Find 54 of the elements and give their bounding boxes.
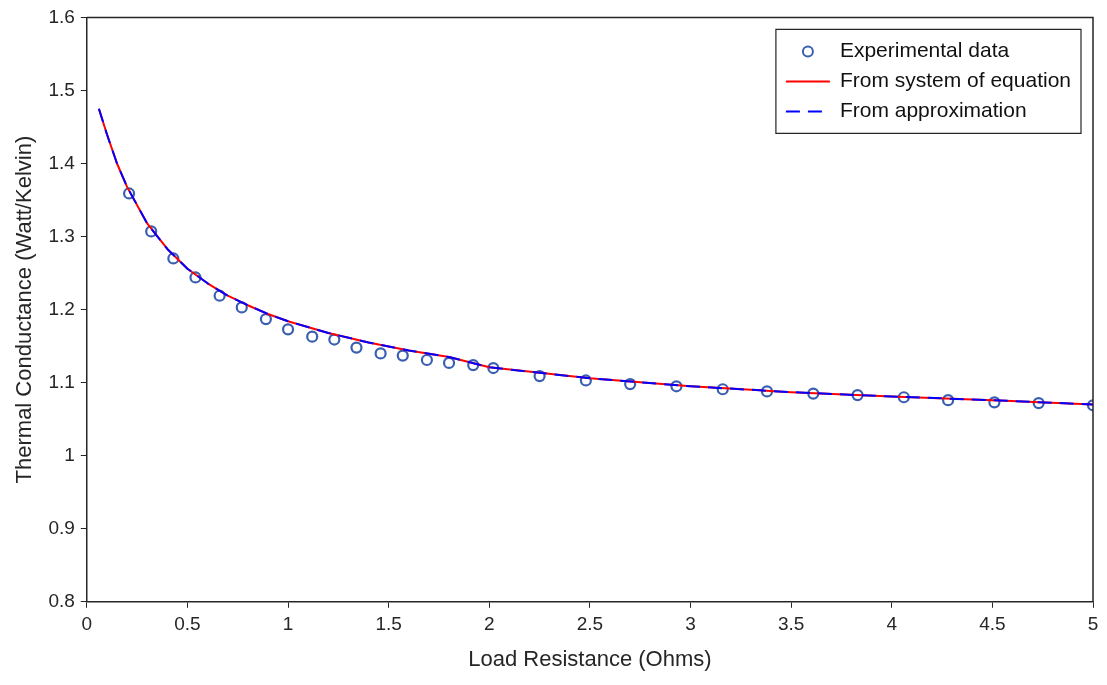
point (897, 391, 910, 404)
point (235, 301, 248, 314)
point (533, 369, 546, 383)
legend-label: From system of equation (839, 68, 1071, 92)
x-tick-label: 0.5 (174, 613, 201, 635)
x-tick-label: 1.5 (375, 613, 402, 635)
point (374, 347, 387, 360)
y-tick-label: 0.8 (48, 590, 75, 612)
point (467, 359, 480, 372)
x-tick-label: 1 (282, 613, 294, 635)
point (122, 187, 136, 200)
point (807, 387, 820, 400)
y-tick-label: 1.5 (48, 78, 75, 100)
point (350, 341, 363, 354)
point (1032, 397, 1045, 410)
point (670, 380, 683, 393)
x-tick-label: 2 (484, 613, 495, 635)
point (579, 374, 592, 387)
point (328, 333, 341, 346)
point (259, 313, 273, 326)
legend-label: From approximation (839, 98, 1027, 122)
y-tick-label: 1 (64, 443, 75, 465)
x-tick-label: 3 (685, 613, 696, 635)
legend-label: Experimental data (839, 38, 1010, 62)
x-tick-label: 3.5 (777, 613, 805, 635)
y-tick-label: 0.9 (48, 516, 75, 538)
x-tick-label: 4.5 (979, 613, 1006, 635)
y-tick-label: 1.3 (48, 224, 75, 246)
y-tick-label: 1.6 (48, 5, 75, 27)
x-axis-title: Load Resistance (Ohms) (468, 645, 712, 671)
point (189, 271, 202, 284)
point (213, 289, 226, 302)
y-tick-label: 1.2 (48, 297, 75, 319)
point (306, 330, 319, 343)
point (487, 361, 500, 375)
x-tick-label: 4 (886, 613, 898, 635)
x-tick-label: 0 (81, 613, 93, 635)
point (760, 385, 774, 398)
point (716, 383, 729, 396)
point (988, 396, 1001, 409)
point (145, 225, 158, 238)
y-tick-label: 1.1 (48, 370, 75, 392)
point (624, 378, 637, 391)
point (396, 349, 409, 362)
point (942, 394, 955, 407)
x-tick-label: 2.5 (576, 613, 604, 635)
y-axis-title: Thermal Conductance (Watt/Kelvin) (11, 135, 37, 484)
point (851, 388, 864, 402)
y-tick-label: 1.4 (48, 151, 76, 173)
point (281, 323, 295, 336)
point (420, 353, 433, 367)
point (167, 252, 180, 265)
x-tick-label: 5 (1087, 613, 1099, 635)
point (442, 356, 456, 370)
